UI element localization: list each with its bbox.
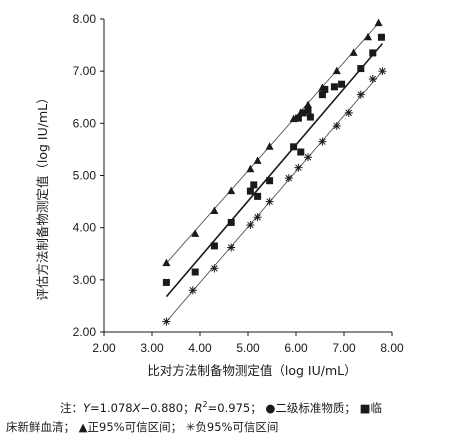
square-point [250, 181, 258, 189]
square-point [304, 106, 312, 114]
square-point [210, 242, 218, 250]
square-legend-icon: ■ [359, 400, 371, 415]
x-tick-label: 4.00 [188, 341, 212, 355]
square-point [246, 187, 254, 195]
circle-legend-icon: ● [265, 400, 276, 415]
data-points [162, 18, 387, 326]
asterisk-point [344, 108, 353, 117]
asterisk-point [284, 174, 293, 183]
asterisk-point [246, 221, 255, 230]
triangle-legend-label: 正95%可信区间； [87, 420, 183, 434]
asterisk-point [318, 137, 327, 146]
axis-ticks: 2.00 3.00 4.00 5.00 6.00 7.00 8.00 2.00 3.00 4.00… [73, 12, 404, 355]
square-point [191, 268, 199, 276]
square-point [290, 143, 298, 151]
asterisk-point [253, 213, 262, 222]
square-legend-label-part1: 临 [370, 400, 382, 415]
square-point [369, 49, 377, 57]
triangle-point [246, 164, 255, 173]
square-point [294, 114, 302, 122]
square-point [254, 192, 262, 200]
axes [103, 19, 392, 333]
asterisk-confidence-line [166, 70, 383, 322]
triangle-point [349, 48, 358, 56]
scatter-chart: 2.00 3.00 4.00 5.00 6.00 7.00 8.00 2.00 3.00 4.00… [35, 12, 404, 378]
asterisk-point [227, 243, 236, 252]
y-tick-label: 7.00 [73, 64, 97, 78]
triangle-point [364, 32, 372, 41]
square-point [377, 33, 385, 41]
asterisk-legend-icon: ✳ [185, 420, 196, 434]
y-tick-label: 6.00 [73, 116, 97, 130]
y-tick-label: 2.00 [73, 325, 97, 339]
triangle-point [318, 83, 327, 91]
regression-line-group [165, 22, 384, 322]
r2-superscript: 2 [202, 400, 208, 409]
equation-y: Y [83, 400, 91, 415]
triangle-point [191, 229, 200, 237]
triangle-legend-icon: ▲ [78, 420, 88, 434]
square-point [330, 83, 338, 91]
square-point [227, 218, 235, 226]
triangle-point [289, 114, 298, 123]
asterisk-point [210, 264, 219, 273]
square-legend-label-part2: 床新鲜血清； [6, 420, 75, 434]
square-point [299, 109, 307, 117]
equation-rest: =1.078 [90, 400, 133, 415]
asterisk-point [188, 286, 197, 295]
r2-value: =0.975； [207, 400, 262, 415]
asterisk-point [265, 197, 274, 206]
triangle-point [162, 258, 171, 267]
regression-line [165, 43, 384, 298]
x-tick-label: 2.00 [92, 341, 116, 355]
triangle-point [332, 66, 341, 75]
y-tick-label: 8.00 [73, 12, 97, 26]
asterisk-point [332, 121, 341, 130]
square-point [357, 65, 365, 73]
square-point [306, 113, 314, 121]
triangle-point [296, 108, 305, 116]
triangle-confidence-line [166, 22, 379, 264]
y-tick-label: 4.00 [73, 221, 97, 235]
triangle-point [374, 18, 383, 27]
asterisk-legend-label: 负95%可信区间 [195, 420, 279, 434]
x-tick-label: 6.00 [284, 341, 308, 355]
square-point [297, 148, 305, 156]
triangle-point [210, 206, 219, 214]
triangle-point [265, 142, 274, 150]
square-point [338, 80, 346, 88]
y-axis-title: 评估方法制备物测定值（log IU/mL） [35, 91, 50, 300]
x-tick-label: 8.00 [380, 341, 404, 355]
triangle-point [304, 100, 312, 109]
asterisk-point [378, 67, 387, 76]
triangle-point [253, 156, 262, 164]
y-tick-label: 3.00 [73, 273, 97, 287]
x-tick-label: 3.00 [140, 341, 164, 355]
circle-legend-label: 二级标准物质； [275, 400, 356, 415]
asterisk-point [304, 153, 312, 162]
equation-tail: −0.880； [140, 400, 195, 415]
x-axis-title: 比对方法制备物测定值（log IU/mL） [147, 363, 356, 378]
asterisk-point [294, 163, 303, 172]
square-point [162, 278, 170, 286]
note-line-1: 注：Y=1.078X−0.880；R2=0.975； ●二级标准物质； ■临 [60, 394, 472, 419]
y-tick-label: 5.00 [73, 169, 97, 183]
note-line-2: 床新鲜血清； ▲正95%可信区间； ✳负95%可信区间 [6, 416, 466, 438]
x-tick-label: 5.00 [236, 341, 260, 355]
note-prefix: 注： [60, 400, 83, 415]
x-tick-label: 7.00 [332, 341, 356, 355]
r2-label: R [194, 400, 203, 415]
asterisk-point [162, 317, 171, 326]
square-point [318, 91, 326, 99]
asterisk-point [356, 90, 365, 99]
equation-x: X [132, 400, 141, 415]
triangle-point [227, 186, 236, 195]
square-point [266, 177, 274, 185]
asterisk-point [368, 74, 377, 83]
